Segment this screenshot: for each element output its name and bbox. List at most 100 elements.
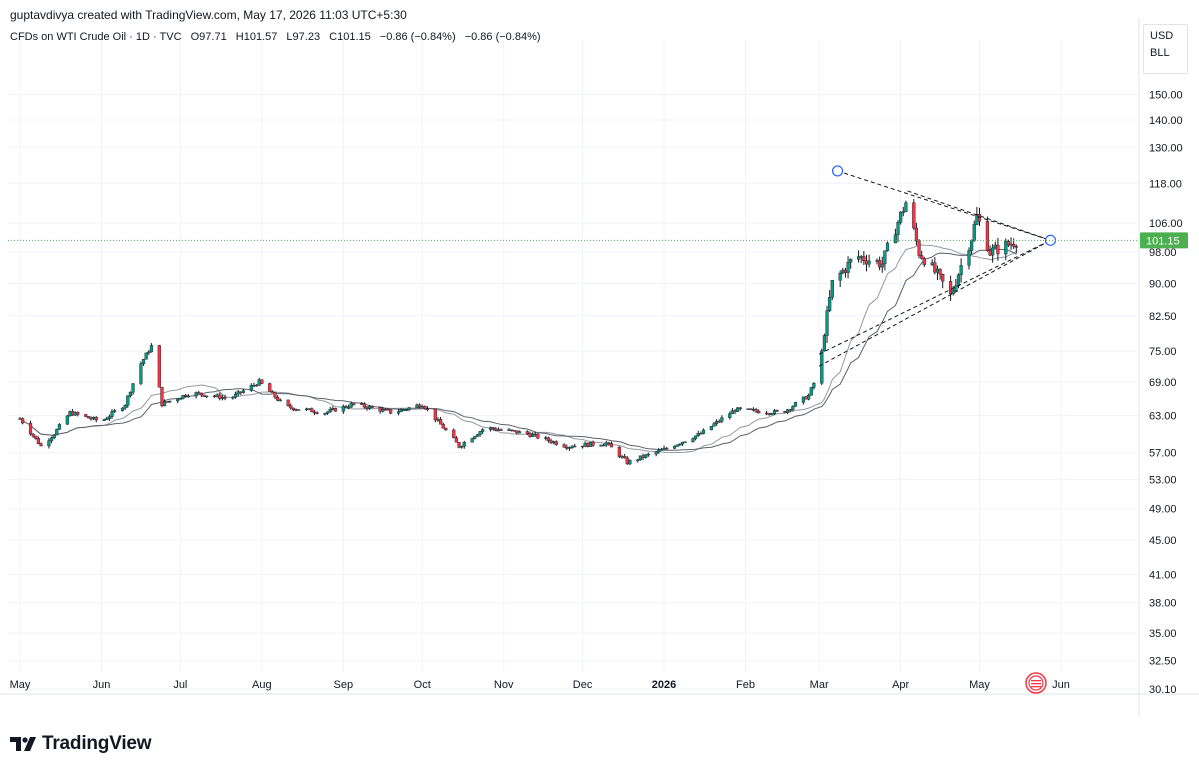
candle-body — [812, 383, 816, 388]
price-tick-label: 69.00 — [1149, 377, 1177, 389]
candle-body — [141, 359, 146, 364]
candle-body — [297, 409, 301, 411]
candle-body — [883, 250, 887, 265]
candle-body — [181, 395, 185, 399]
candle-body — [205, 395, 209, 398]
candle-body — [809, 387, 813, 396]
tradingview-logo[interactable]: TradingView — [10, 733, 152, 755]
candle-body — [462, 442, 466, 447]
candle-body — [893, 234, 897, 244]
candle-body — [139, 363, 143, 384]
symbol-name: CFDs on WTI Crude Oil · 1D · TVC — [10, 31, 182, 43]
candle-body — [896, 222, 900, 235]
candle-body — [938, 268, 942, 275]
candle-body — [764, 412, 769, 415]
candle-body — [289, 405, 293, 409]
candle-body — [843, 269, 848, 273]
candle-body — [294, 409, 298, 411]
time-tick-label: Aug — [252, 679, 272, 691]
candle-body — [828, 297, 832, 311]
candle-body — [417, 404, 422, 408]
candle-body — [28, 422, 33, 435]
candle-body — [18, 418, 22, 420]
candle-body — [312, 411, 317, 414]
candle-body — [89, 417, 93, 420]
candle-body — [470, 438, 474, 443]
candle-body — [389, 409, 393, 414]
candle-body — [901, 211, 905, 213]
candle-body — [531, 434, 535, 437]
us-flag-event-icon[interactable] — [1025, 672, 1047, 694]
time-tick-label: Apr — [892, 679, 909, 691]
candle-body — [194, 392, 198, 397]
candle-body — [84, 414, 88, 417]
candle-body — [654, 451, 658, 455]
candle-body — [623, 456, 627, 459]
candle-body — [365, 406, 369, 409]
candle-body — [341, 405, 345, 412]
candle-body — [988, 250, 992, 256]
candle-body — [49, 437, 54, 441]
candle-body — [144, 352, 148, 360]
unit-label: BLL — [1150, 47, 1170, 59]
candle-body — [788, 409, 792, 411]
candle-body — [738, 407, 742, 410]
price-tick-label: 45.00 — [1149, 535, 1177, 547]
candle-body — [509, 429, 514, 431]
unit-selector[interactable]: USD BLL — [1143, 24, 1188, 74]
triangle-anchor-0 — [831, 165, 844, 177]
candle-body — [867, 260, 871, 265]
candle-body — [601, 444, 606, 447]
candle-body — [625, 457, 629, 465]
price-tick-label: 82.50 — [1149, 311, 1177, 323]
time-tick-label: May — [969, 679, 990, 691]
candle-body — [515, 430, 519, 434]
triangle-inner-line — [818, 239, 1051, 355]
candle-body — [746, 408, 750, 410]
candle-body — [956, 274, 961, 286]
candle-body — [147, 351, 151, 354]
candle-body — [993, 244, 997, 249]
candle-body — [420, 406, 424, 408]
price-chart[interactable]: 30.10 32.50 35.00 38.00 41.00 45.00 49.00 53.00… — [0, 0, 1199, 722]
candle-body — [948, 281, 953, 294]
candle-body — [178, 398, 182, 400]
price-tick-label: 32.50 — [1149, 656, 1177, 668]
candle-body — [772, 410, 777, 414]
time-tick-label: Nov — [494, 679, 514, 691]
price-tick-label: 140.00 — [1149, 115, 1183, 127]
candle-body — [325, 411, 330, 414]
candle-body — [55, 429, 59, 436]
candle-body — [586, 442, 590, 447]
candle-body — [120, 407, 125, 411]
candle-body — [52, 434, 56, 439]
candle-body — [912, 202, 916, 229]
candle-body — [733, 410, 737, 412]
candle-body — [885, 242, 890, 251]
candle-body — [657, 449, 661, 453]
candle-body — [904, 202, 908, 212]
candle-body — [565, 446, 569, 449]
candle-body — [951, 289, 955, 294]
candle-body — [162, 401, 167, 407]
candle-body — [157, 345, 161, 388]
time-tick-label: Feb — [736, 679, 755, 691]
candle-body — [875, 260, 879, 262]
candle-body — [628, 460, 632, 465]
candle-body — [838, 272, 842, 281]
candle-body — [709, 426, 713, 431]
candle-body — [620, 456, 624, 458]
candle-body — [362, 403, 366, 408]
candle-body — [793, 402, 798, 407]
candle-body — [34, 435, 38, 439]
candle-body — [665, 447, 669, 450]
price-tick-label: 53.00 — [1149, 475, 1177, 487]
candle-body — [567, 446, 572, 449]
candle-body — [959, 265, 963, 276]
candle-body — [378, 407, 382, 412]
time-tick-label: Jul — [173, 679, 187, 691]
candle-body — [218, 394, 222, 399]
candle-body — [304, 408, 309, 411]
candle-body — [286, 399, 290, 406]
candle-body — [176, 398, 180, 402]
